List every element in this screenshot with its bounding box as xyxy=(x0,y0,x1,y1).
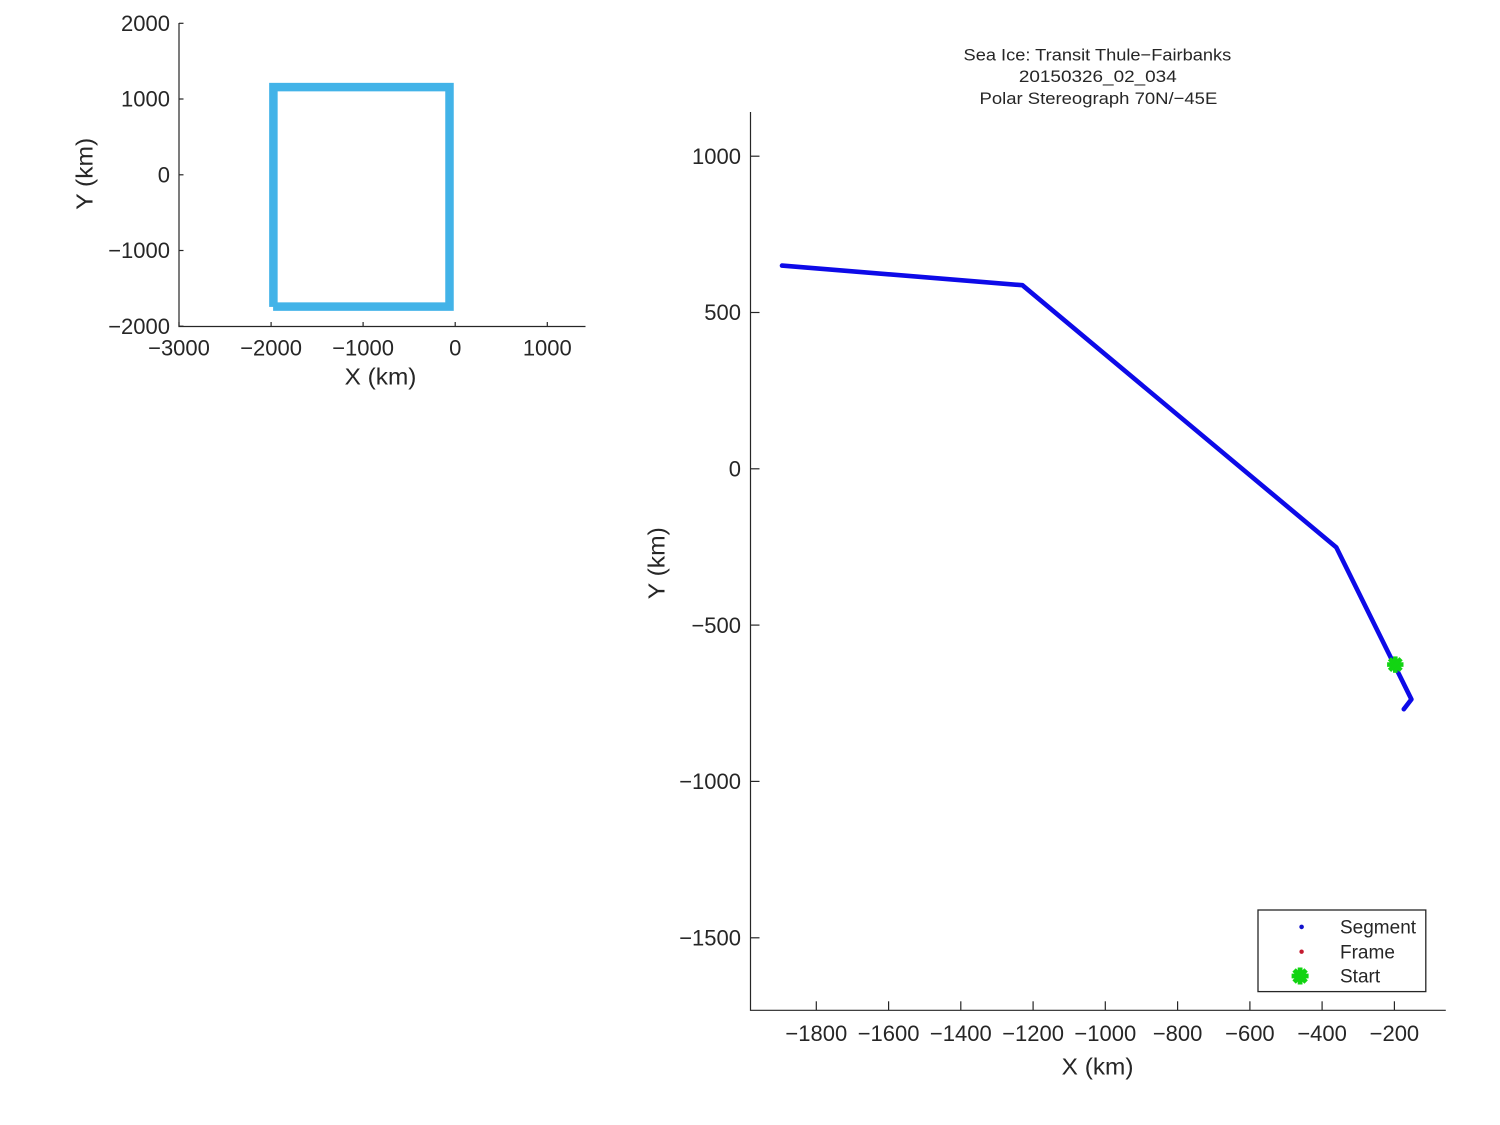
svg-text:−1600: −1600 xyxy=(858,1021,920,1046)
svg-text:−400: −400 xyxy=(1297,1021,1347,1046)
svg-text:Y (km): Y (km) xyxy=(71,138,97,210)
svg-text:Frame: Frame xyxy=(1340,942,1395,963)
svg-text:X (km): X (km) xyxy=(1062,1053,1134,1079)
svg-text:−2000: −2000 xyxy=(108,314,170,339)
svg-text:0: 0 xyxy=(158,163,170,188)
svg-text:−1200: −1200 xyxy=(1002,1021,1064,1046)
svg-text:−1000: −1000 xyxy=(1074,1021,1136,1046)
svg-text:−500: −500 xyxy=(691,613,741,638)
svg-text:−2000: −2000 xyxy=(240,336,302,361)
svg-text:−1500: −1500 xyxy=(679,926,741,951)
svg-text:1000: 1000 xyxy=(523,336,572,361)
svg-text:−1000: −1000 xyxy=(679,769,741,794)
svg-text:Segment: Segment xyxy=(1340,918,1417,939)
svg-text:1000: 1000 xyxy=(121,87,170,112)
svg-text:Start: Start xyxy=(1340,966,1381,987)
svg-text:1000: 1000 xyxy=(692,144,741,169)
svg-text:−800: −800 xyxy=(1153,1021,1203,1046)
svg-text:−200: −200 xyxy=(1370,1021,1420,1046)
svg-text:−1000: −1000 xyxy=(332,336,394,361)
svg-text:Y (km): Y (km) xyxy=(643,527,669,599)
svg-text:−1800: −1800 xyxy=(785,1021,847,1046)
svg-text:X (km): X (km) xyxy=(345,363,417,389)
svg-text:0: 0 xyxy=(449,336,461,361)
svg-text:−3000: −3000 xyxy=(148,336,210,361)
svg-text:−1400: −1400 xyxy=(930,1021,992,1046)
svg-text:−1000: −1000 xyxy=(108,238,170,263)
svg-text:Sea Ice: Transit Thule−Fairban: Sea Ice: Transit Thule−Fairbanks xyxy=(964,45,1232,64)
svg-text:Polar Stereograph 70N/−45E: Polar Stereograph 70N/−45E xyxy=(980,89,1218,108)
svg-text:20150326_02_034: 20150326_02_034 xyxy=(1019,67,1177,86)
svg-text:2000: 2000 xyxy=(121,11,170,36)
svg-text:0: 0 xyxy=(729,457,741,482)
svg-text:500: 500 xyxy=(704,300,741,325)
svg-text:−600: −600 xyxy=(1225,1021,1275,1046)
